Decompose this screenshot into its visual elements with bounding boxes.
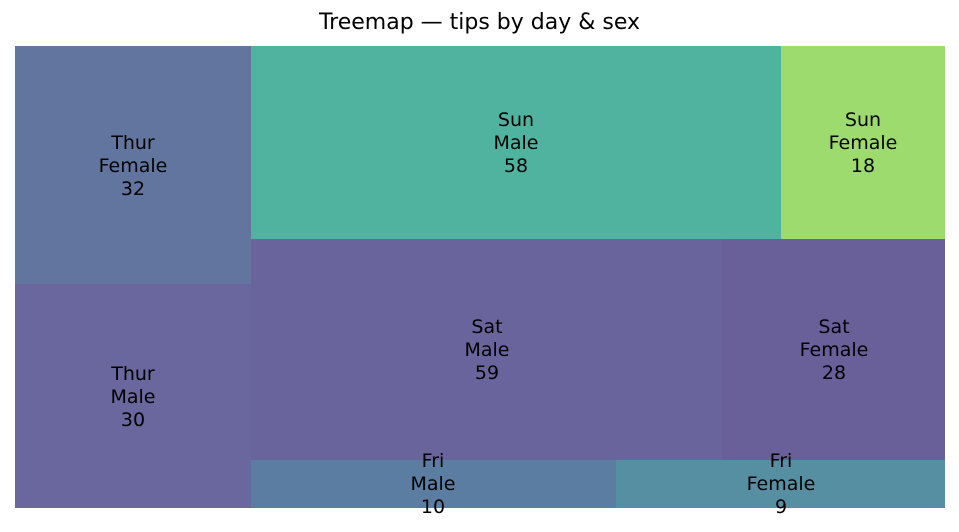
chart-title: Treemap — tips by day & sex	[318, 10, 641, 35]
tile-label: Sat Female 28	[800, 316, 869, 384]
tile-sun-female	[781, 46, 945, 239]
tile-thur-female	[15, 46, 251, 284]
tile-sat-male	[251, 239, 722, 460]
tile-sat-female	[722, 239, 945, 460]
tile-fri-male	[251, 460, 616, 508]
tile-sun-male	[251, 46, 781, 239]
tile-label: Fri Male 10	[410, 450, 455, 518]
tile-thur-male	[15, 284, 251, 508]
tile-label: Sat Male 59	[464, 316, 509, 384]
tile-label: Thur Female 32	[99, 132, 168, 200]
tile-label: Sun Female 18	[829, 109, 898, 177]
tile-label: Thur Male 30	[110, 363, 155, 431]
tile-label: Fri Female 9	[747, 450, 816, 518]
tile-fri-female	[616, 460, 945, 508]
tile-label: Sun Male 58	[493, 109, 538, 177]
